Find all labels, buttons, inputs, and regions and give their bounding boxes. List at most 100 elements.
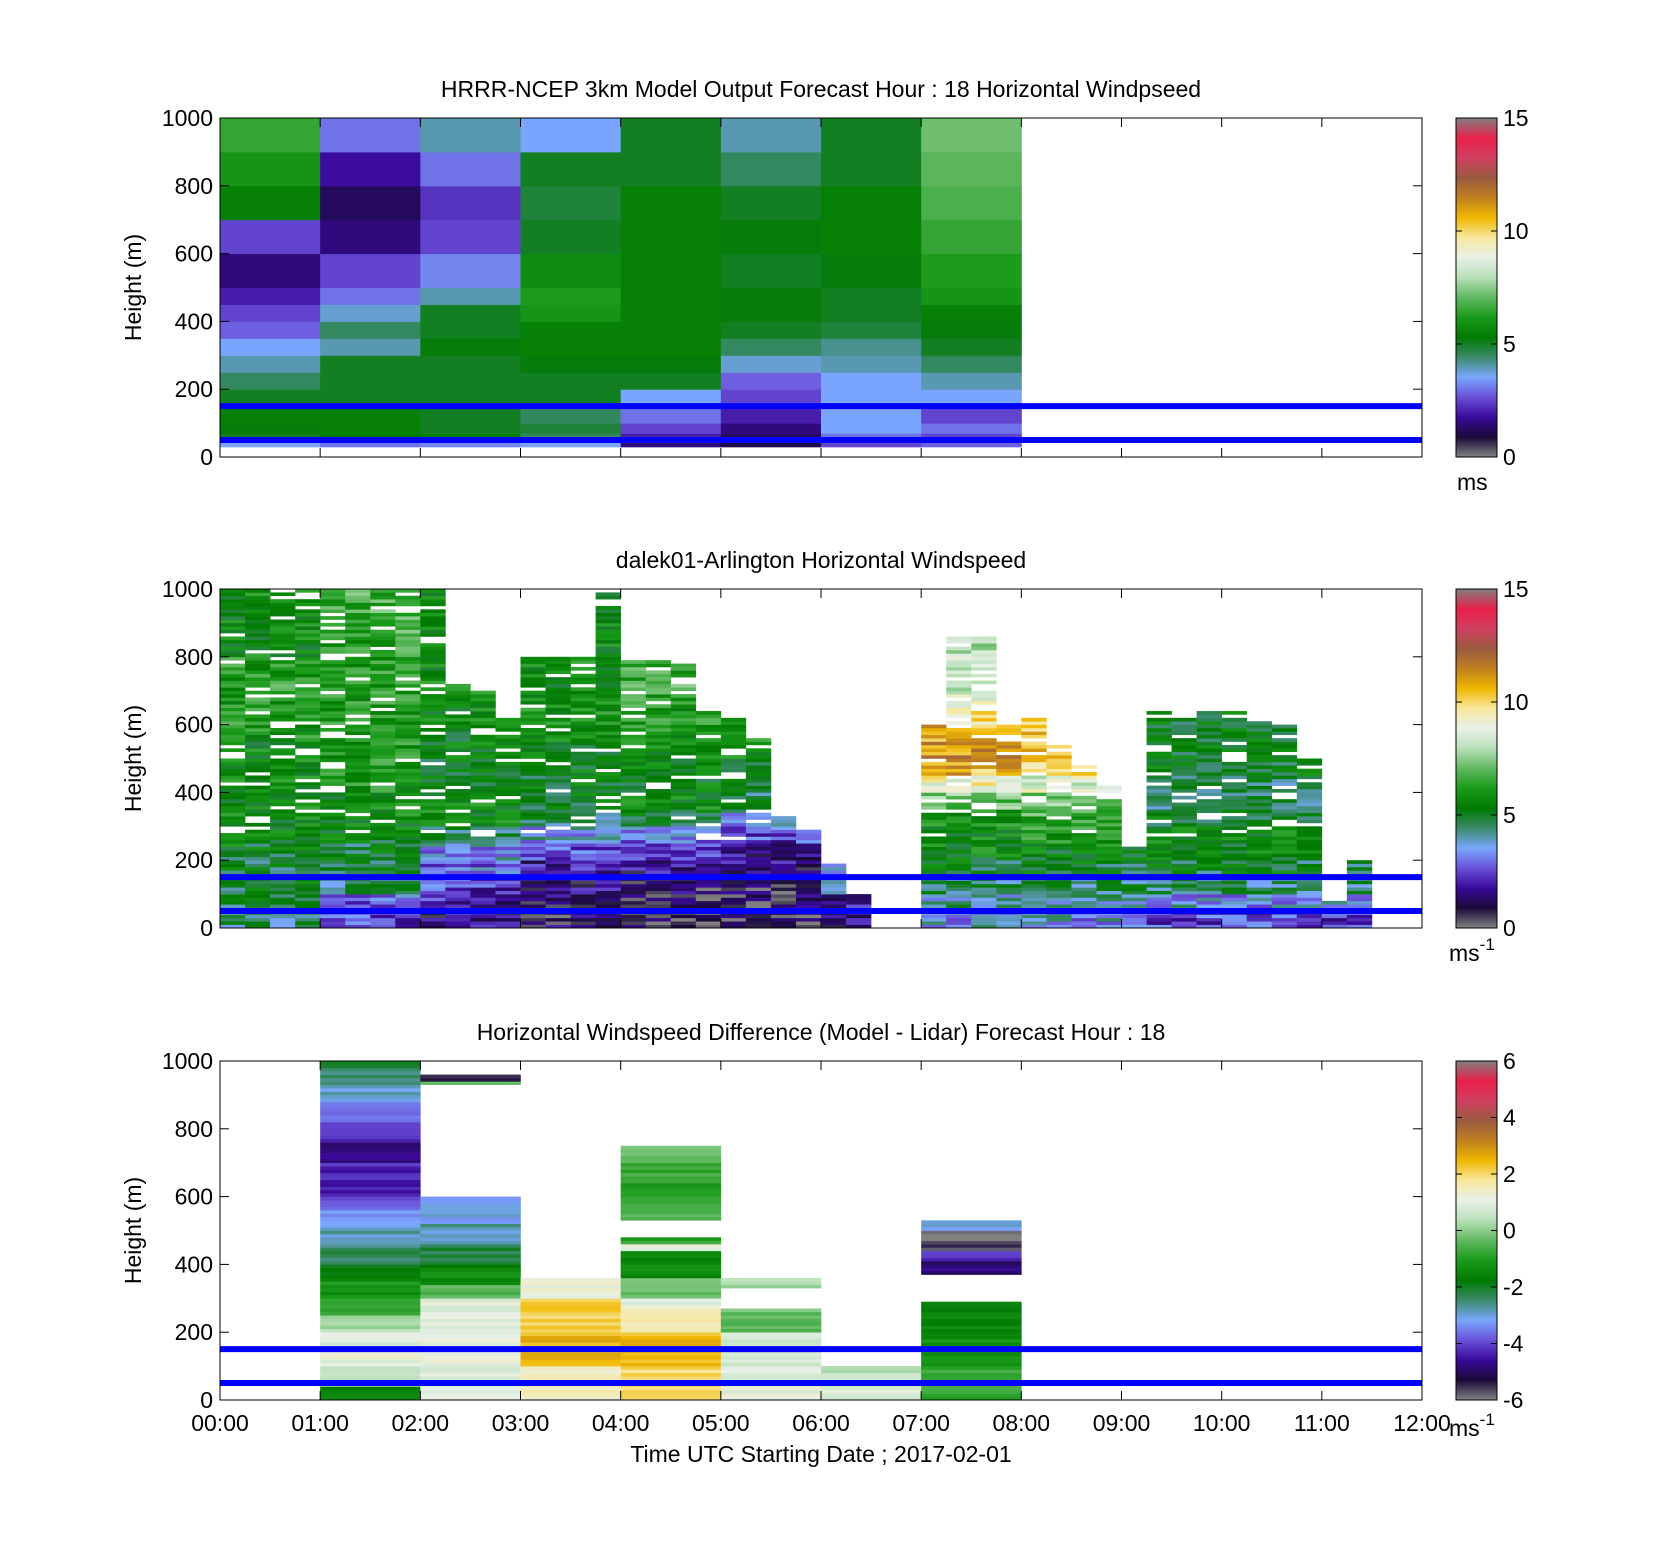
heatmap-cell [670, 887, 697, 892]
heatmap-cell [295, 812, 321, 817]
heatmap-cell [946, 819, 972, 824]
heatmap-cell [420, 741, 446, 746]
heatmap-cell [445, 924, 471, 928]
heatmap-cell [470, 741, 496, 746]
heatmap-cell [345, 599, 371, 603]
heatmap-cell [1046, 775, 1072, 780]
heatmap-cell [295, 924, 321, 928]
heatmap-cell [595, 707, 621, 712]
y-tick-label: 600 [175, 712, 213, 738]
heatmap-cell [1271, 836, 1298, 841]
heatmap-cell [620, 1322, 722, 1326]
heatmap-cell [320, 1342, 421, 1347]
heatmap-cell [245, 914, 271, 919]
heatmap-cell [295, 650, 321, 654]
heatmap-cell [345, 656, 371, 661]
heatmap-cell [720, 761, 747, 766]
heatmap-cell [1146, 785, 1172, 790]
heatmap-cell [545, 890, 571, 895]
heatmap-cell [1221, 839, 1248, 844]
heatmap-cell [620, 734, 647, 739]
heatmap-cell [1046, 924, 1072, 928]
heatmap-cell [345, 700, 371, 705]
heatmap-cell [320, 1274, 421, 1279]
heatmap-cell [921, 389, 1022, 407]
heatmap-cell [921, 1261, 1022, 1265]
heatmap-cell [745, 890, 772, 895]
heatmap-cell [595, 609, 621, 614]
heatmap-cell [395, 883, 421, 888]
heatmap-cell [1046, 795, 1072, 800]
heatmap-cell [620, 1237, 722, 1241]
heatmap-cell [921, 846, 947, 851]
heatmap-cell [1246, 792, 1273, 797]
heatmap-cell [1071, 772, 1097, 776]
heatmap-cell [420, 1305, 521, 1309]
heatmap-cell [520, 809, 546, 814]
heatmap-cell [245, 866, 271, 871]
heatmap-cell [420, 1267, 521, 1272]
heatmap-cell [270, 677, 296, 681]
heatmap-cell [270, 704, 296, 708]
heatmap-cell [370, 778, 396, 783]
heatmap-cell [520, 714, 546, 719]
heatmap-cell [1071, 897, 1097, 902]
heatmap-cell [445, 826, 471, 830]
heatmap-cell [420, 666, 446, 671]
heatmap-cell [345, 633, 371, 637]
heatmap-cell [595, 805, 621, 810]
heatmap-cell [720, 917, 747, 922]
heatmap-cell [570, 802, 596, 807]
heatmap-cell [946, 680, 972, 685]
heatmap-cell [295, 863, 321, 868]
heatmap-cell [345, 683, 371, 688]
heatmap-cell [595, 887, 621, 892]
heatmap-cell [470, 816, 496, 820]
heatmap-cell [946, 836, 972, 841]
heatmap-cell [420, 595, 446, 600]
y-tick-label: 0 [200, 444, 213, 470]
heatmap-cell [370, 731, 396, 736]
heatmap-cell [620, 853, 647, 858]
heatmap-cell [395, 636, 421, 641]
heatmap-cell [1221, 843, 1248, 847]
heatmap-cell [1271, 809, 1298, 814]
heatmap-cell [921, 778, 947, 783]
heatmap-cell [295, 829, 321, 834]
heatmap-cell [620, 1196, 722, 1201]
heatmap-cell [245, 673, 271, 678]
heatmap-cell [570, 673, 596, 678]
heatmap-cell [370, 619, 396, 624]
heatmap-cell [520, 355, 622, 373]
heatmap-cell [395, 700, 421, 705]
heatmap-cell [420, 897, 446, 902]
heatmap-cell [1221, 883, 1248, 888]
heatmap-cell [1071, 924, 1097, 928]
colorbar-tick-label: -4 [1503, 1331, 1524, 1357]
heatmap-cell [270, 782, 296, 786]
heatmap-cell [445, 748, 471, 753]
heatmap-cell [1046, 860, 1072, 864]
heatmap-cell [1296, 761, 1323, 766]
heatmap-cell [395, 683, 421, 688]
heatmap-cell [420, 826, 446, 830]
heatmap-cell [720, 782, 747, 786]
heatmap-cell [770, 843, 797, 847]
heatmap-cell [1246, 924, 1273, 928]
heatmap-cell [295, 653, 321, 658]
heatmap-cell [445, 860, 471, 864]
heatmap-cell [245, 758, 271, 763]
heatmap-cell [445, 687, 471, 691]
heatmap-cell [245, 700, 271, 705]
heatmap-cell [320, 711, 346, 715]
heatmap-cell [495, 802, 521, 807]
heatmap-cell [320, 700, 346, 705]
heatmap-cell [470, 717, 496, 722]
heatmap-cell [395, 924, 421, 928]
heatmap-cell [996, 900, 1022, 905]
heatmap-cell [545, 782, 571, 786]
heatmap-cell [270, 890, 296, 895]
heatmap-cell [220, 694, 246, 698]
